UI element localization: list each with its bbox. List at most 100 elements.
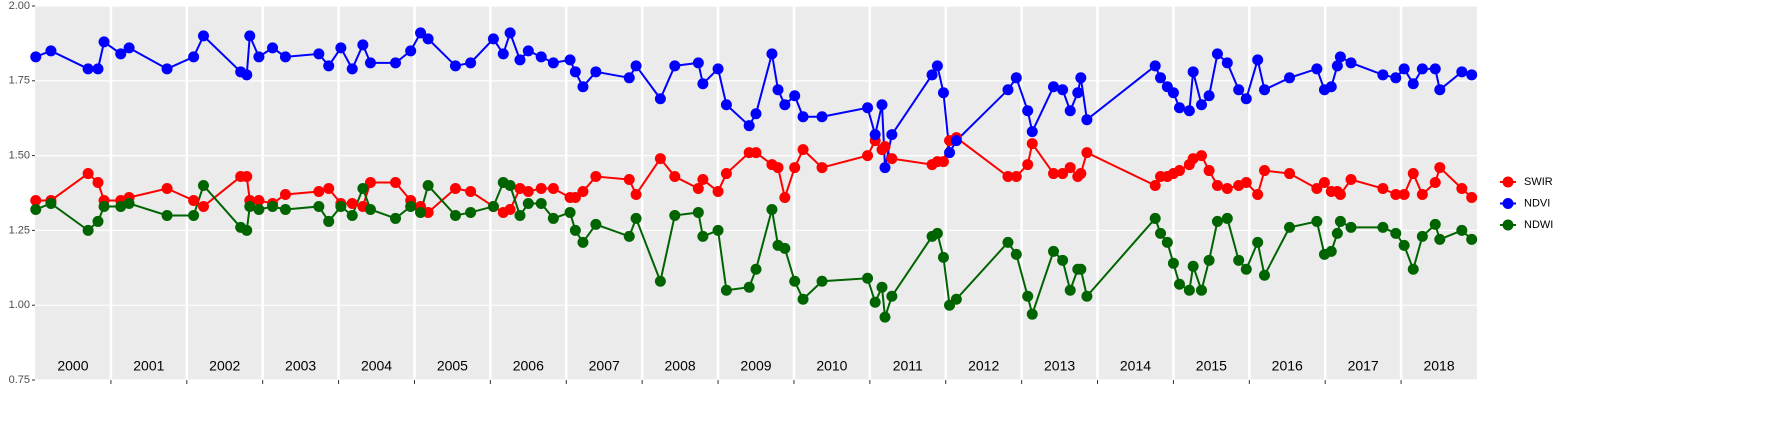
data-point — [1233, 254, 1245, 266]
data-point — [188, 194, 200, 206]
data-point — [816, 162, 828, 174]
data-point — [346, 197, 358, 209]
data-point — [1173, 165, 1185, 177]
data-point — [1466, 69, 1478, 81]
data-point — [577, 81, 589, 93]
year-label: 2003 — [285, 358, 316, 374]
y-tick-label: 2.00 — [9, 0, 30, 12]
data-point — [1221, 57, 1233, 69]
data-point — [654, 93, 666, 105]
year-label: 2007 — [589, 358, 620, 374]
data-point — [1429, 218, 1441, 230]
year-label: 2004 — [361, 358, 392, 374]
data-point — [1002, 236, 1014, 248]
data-point — [30, 203, 42, 215]
y-tick-label: 1.50 — [9, 150, 30, 162]
data-point — [654, 275, 666, 287]
data-point — [1398, 188, 1410, 200]
data-point — [623, 230, 635, 242]
data-point — [692, 183, 704, 195]
data-point — [862, 102, 874, 114]
data-point — [1010, 248, 1022, 260]
data-point — [1429, 177, 1441, 189]
data-point — [1311, 215, 1323, 227]
data-point — [797, 111, 809, 123]
data-point — [789, 162, 801, 174]
data-point — [1149, 180, 1161, 192]
data-point — [1325, 81, 1337, 93]
data-point — [697, 230, 709, 242]
data-point — [253, 203, 265, 215]
data-point — [522, 197, 534, 209]
data-point — [313, 200, 325, 212]
data-point — [772, 162, 784, 174]
data-point — [1081, 147, 1093, 159]
year-label: 2010 — [816, 358, 847, 374]
data-point — [1429, 63, 1441, 75]
data-point — [1416, 230, 1428, 242]
data-point — [497, 48, 509, 60]
data-point — [1002, 171, 1014, 183]
data-point — [504, 203, 516, 215]
data-point — [1466, 233, 1478, 245]
year-label: 2000 — [57, 358, 88, 374]
data-point — [1434, 84, 1446, 96]
data-point — [750, 263, 762, 275]
data-point — [669, 209, 681, 221]
data-point — [1377, 69, 1389, 81]
data-point — [253, 51, 265, 63]
data-point — [188, 209, 200, 221]
data-point — [950, 135, 962, 147]
data-point — [862, 272, 874, 284]
data-point — [161, 183, 173, 195]
data-point — [879, 162, 891, 174]
data-point — [937, 156, 949, 168]
data-point — [1167, 257, 1179, 269]
year-label: 2001 — [133, 358, 164, 374]
data-point — [390, 177, 401, 189]
data-point — [816, 111, 828, 123]
data-point — [1258, 165, 1270, 177]
data-point — [1022, 105, 1034, 117]
data-point — [279, 51, 291, 63]
legend-label: SWIR — [1524, 176, 1553, 188]
data-point — [1196, 284, 1208, 296]
data-point — [1331, 227, 1343, 239]
data-point — [422, 33, 434, 45]
data-point — [535, 197, 547, 209]
data-point — [1183, 284, 1195, 296]
data-point — [1284, 221, 1296, 233]
data-point — [712, 186, 724, 198]
data-point — [743, 281, 755, 293]
data-point — [1318, 177, 1330, 189]
data-point — [535, 183, 547, 195]
data-point — [98, 36, 110, 48]
data-point — [623, 72, 635, 84]
data-point — [564, 206, 576, 218]
data-point — [357, 39, 369, 51]
legend-key-point — [1502, 176, 1514, 188]
year-label: 2018 — [1423, 358, 1454, 374]
data-point — [1211, 48, 1223, 60]
data-point — [514, 183, 526, 195]
data-point — [569, 224, 581, 236]
data-point — [161, 63, 173, 75]
year-label: 2008 — [665, 358, 696, 374]
data-point — [405, 200, 417, 212]
year-label: 2015 — [1196, 358, 1227, 374]
data-point — [712, 224, 724, 236]
data-point — [514, 54, 526, 66]
data-point — [465, 206, 477, 218]
data-point — [1252, 236, 1264, 248]
year-label: 2002 — [209, 358, 240, 374]
data-point — [862, 150, 874, 162]
data-point — [1048, 245, 1060, 257]
data-point — [1407, 78, 1419, 90]
data-point — [1377, 183, 1389, 195]
data-point — [92, 63, 104, 75]
data-point — [346, 209, 358, 221]
data-point — [1211, 180, 1223, 192]
data-point — [547, 212, 559, 224]
data-point — [253, 194, 265, 206]
